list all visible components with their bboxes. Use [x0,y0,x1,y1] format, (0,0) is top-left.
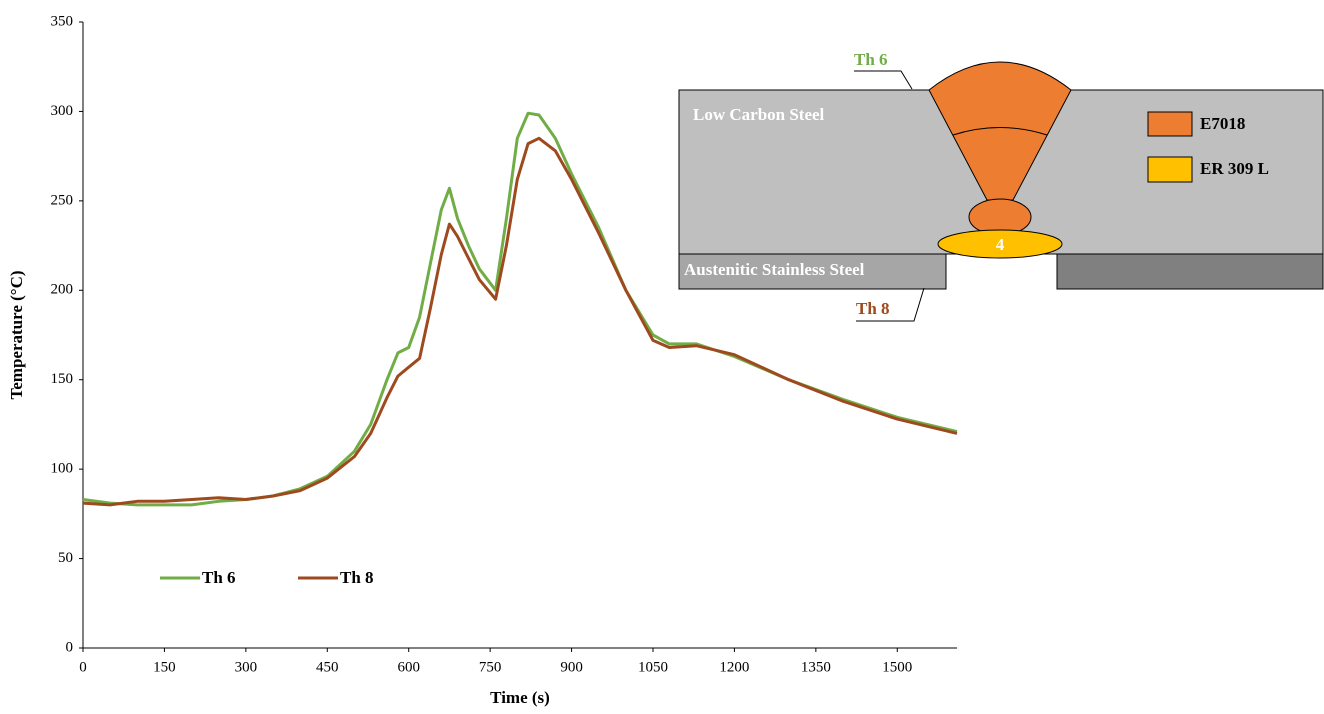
legend-label: Th 8 [340,568,374,587]
inset-diagram: 4 Low Carbon Steel Austenitic Stainless … [678,50,1324,322]
y-tick-label: 150 [51,371,74,387]
x-tick-label: 1200 [719,659,749,675]
y-tick-label: 0 [66,639,74,655]
x-axis-title: Time (s) [490,688,550,707]
y-tick-label: 50 [58,550,73,566]
y-tick-label: 100 [51,461,74,477]
legend-swatch [1147,111,1193,137]
x-tick-label: 900 [560,659,583,675]
legend-swatch [1147,156,1193,183]
weld-cap [928,61,1072,201]
x-tick-label: 1500 [882,659,912,675]
leader-line [854,70,913,90]
x-tick-label: 600 [397,659,420,675]
y-tick-label: 350 [51,13,74,29]
x-tick-label: 300 [235,659,258,675]
legend-label: Th 6 [202,568,236,587]
y-tick-label: 200 [51,282,74,298]
thermocouple-label: Th 8 [856,299,890,318]
weld-pass-line [952,127,1048,136]
legend-label: E7018 [1200,114,1245,133]
pass-number: 4 [996,235,1005,254]
buffer-bead [937,229,1063,259]
leader-line [856,287,925,322]
y-tick-label: 300 [51,103,74,119]
plate-label: Low Carbon Steel [693,105,825,124]
thermocouple-label: Th 6 [854,50,888,69]
legend-label: ER 309 L [1200,159,1269,178]
stainless-plate-left [678,253,947,290]
series-line [82,136,958,507]
y-tick-label: 250 [51,192,74,208]
x-tick-label: 150 [153,659,176,675]
x-tick-label: 1350 [801,659,831,675]
x-tick-label: 0 [79,659,87,675]
stainless-plate-right [1056,253,1324,290]
x-tick-label: 1050 [638,659,668,675]
y-axis-title: Temperature (°C) [7,270,26,399]
x-tick-label: 450 [316,659,339,675]
x-tick-label: 750 [479,659,502,675]
plate-label: Austenitic Stainless Steel [684,260,865,279]
